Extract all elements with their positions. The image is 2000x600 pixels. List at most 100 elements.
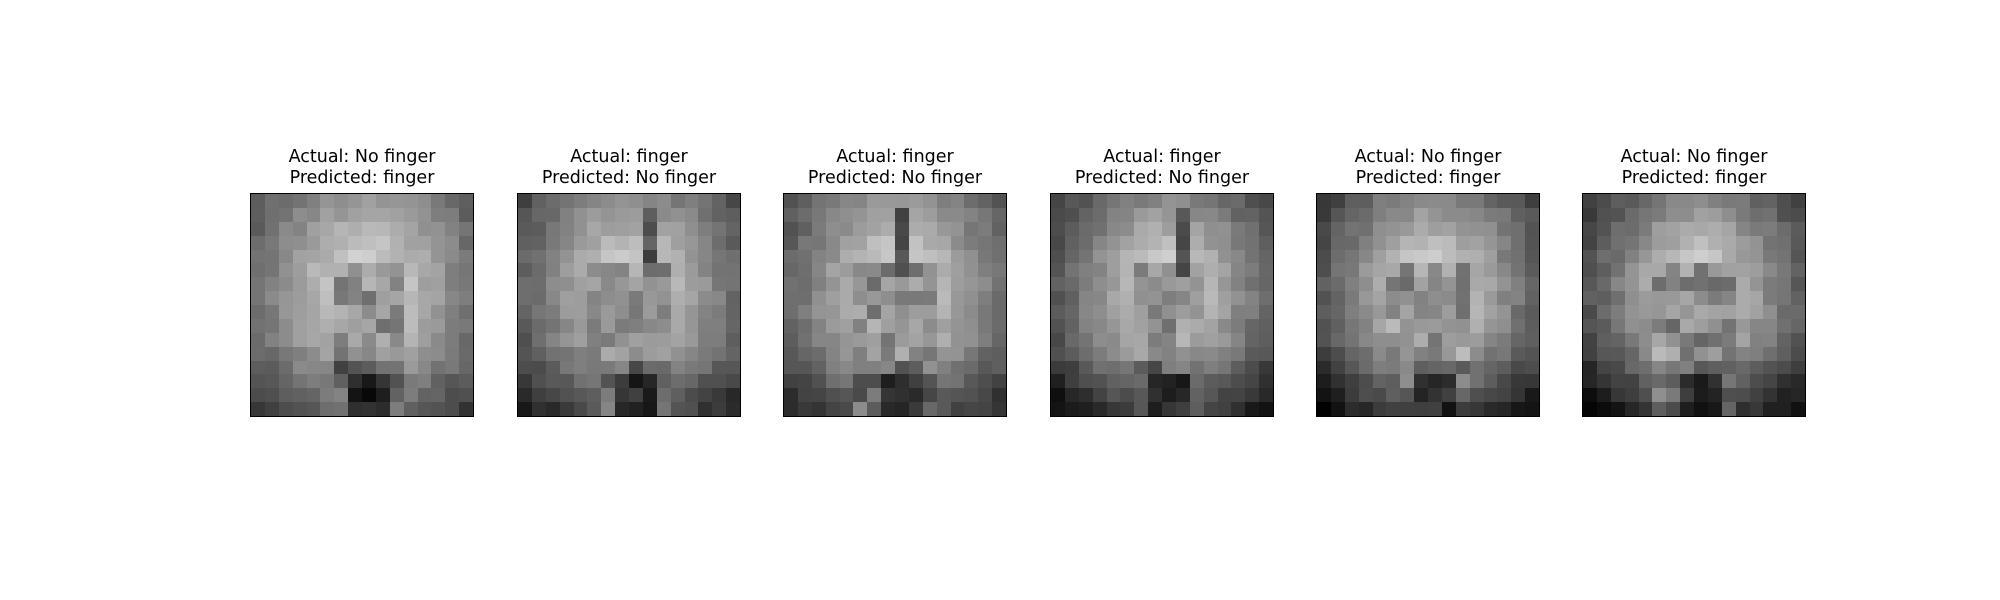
pixel [1372, 374, 1387, 389]
pixel [587, 235, 602, 250]
pixel [1134, 360, 1149, 375]
pixel [1638, 194, 1653, 208]
pixel [1596, 207, 1611, 222]
pixel [1777, 263, 1792, 278]
pixel [1189, 402, 1204, 416]
pixel [1483, 374, 1498, 389]
pixel [1203, 249, 1218, 264]
pixel [1525, 360, 1539, 375]
pixel [545, 388, 560, 403]
pixel [950, 277, 965, 292]
pixel [1596, 388, 1611, 403]
pixel [264, 374, 279, 389]
pixel [1791, 305, 1805, 319]
pixel [445, 207, 460, 222]
pixel [712, 194, 727, 208]
pixel [518, 346, 532, 361]
pixel [1414, 277, 1428, 292]
pixel [1344, 374, 1359, 389]
pixel [1469, 194, 1484, 208]
pixel [1455, 402, 1470, 416]
pixel [712, 263, 727, 278]
pixel [811, 332, 826, 347]
pixel [417, 235, 432, 250]
pixel [1358, 221, 1373, 236]
pixel [642, 249, 657, 264]
pixel [1051, 332, 1065, 347]
pixel [1386, 235, 1401, 250]
pixel [936, 235, 951, 250]
pixel [573, 402, 588, 416]
pixel [1245, 360, 1260, 375]
pixel [1666, 249, 1681, 264]
pixel [839, 207, 854, 222]
pixel [459, 402, 473, 416]
pixel [684, 305, 699, 319]
pixel [1721, 263, 1736, 278]
pixel [264, 318, 279, 333]
pixel [1317, 277, 1331, 292]
pixel [964, 221, 979, 236]
pixel [1624, 235, 1639, 250]
pixel [1372, 318, 1387, 333]
pixel [642, 305, 657, 319]
pixel [1400, 318, 1415, 333]
pixel [1666, 291, 1681, 305]
pixel [334, 332, 349, 347]
pixel [992, 221, 1006, 236]
pixel [1652, 402, 1667, 416]
pixel [978, 291, 993, 305]
pixel [1259, 249, 1273, 264]
pixel [1372, 263, 1387, 278]
pixel [978, 221, 993, 236]
pixel [1596, 194, 1611, 208]
pixel [1344, 194, 1359, 208]
pixel [992, 194, 1006, 208]
pixel [1497, 194, 1512, 208]
pixel [375, 346, 390, 361]
pixel [1707, 235, 1722, 250]
pixel [1441, 332, 1456, 347]
pixel [1051, 194, 1065, 208]
pixel [1092, 305, 1107, 319]
pixel [978, 249, 993, 264]
pixel [1735, 235, 1750, 250]
pixel [1680, 277, 1694, 292]
pixel [1317, 305, 1331, 319]
pixel [587, 360, 602, 375]
pixel [1583, 318, 1597, 333]
pixel [1372, 277, 1387, 292]
pixel [1217, 249, 1232, 264]
pixel [1624, 194, 1639, 208]
pixel [726, 374, 740, 389]
pixel [1400, 194, 1415, 208]
pixel [518, 305, 532, 319]
pixel [1162, 194, 1176, 208]
pixel [587, 194, 602, 208]
pixel [1245, 235, 1260, 250]
pixel [1344, 235, 1359, 250]
pixel [1203, 305, 1218, 319]
pixel [1441, 291, 1456, 305]
pixel [684, 346, 699, 361]
pixel [1217, 388, 1232, 403]
pixel [1525, 263, 1539, 278]
pixel [1175, 235, 1190, 250]
pixel [797, 235, 812, 250]
pixel [684, 360, 699, 375]
pixel [1064, 249, 1079, 264]
pixel [895, 263, 909, 278]
pixel [698, 277, 713, 292]
pixel [1749, 221, 1764, 236]
pixel [1455, 277, 1470, 292]
pixel [839, 235, 854, 250]
pixel [670, 346, 685, 361]
pixel [1483, 291, 1498, 305]
pixel [726, 360, 740, 375]
hand-image [1582, 193, 1806, 417]
pixel [1217, 360, 1232, 375]
pixel [1400, 221, 1415, 236]
pixel [853, 346, 868, 361]
pixel [278, 221, 293, 236]
pixel [1763, 291, 1778, 305]
